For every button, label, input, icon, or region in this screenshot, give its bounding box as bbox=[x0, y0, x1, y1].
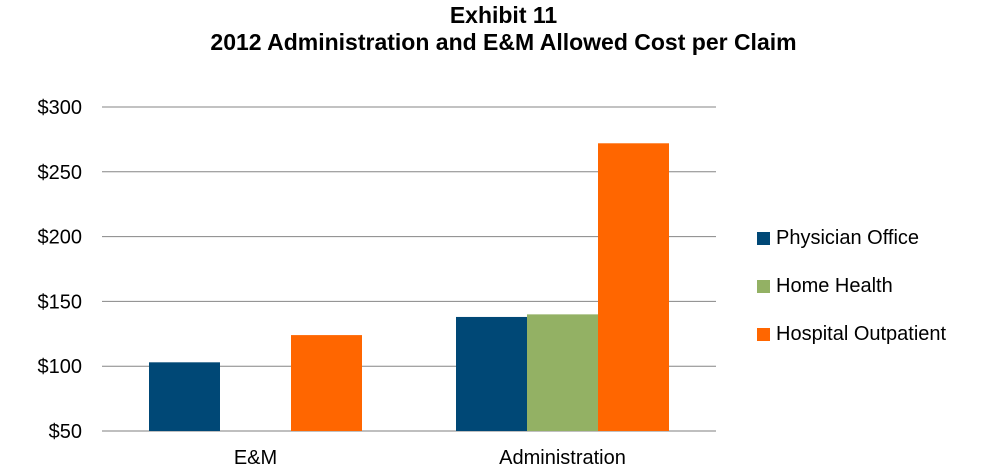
y-tick-label: $200 bbox=[38, 227, 83, 249]
legend-item-hospital-outpatient: Hospital Outpatient bbox=[757, 322, 946, 346]
y-tick-label: $250 bbox=[38, 162, 83, 184]
y-tick-label: $150 bbox=[38, 291, 83, 313]
bar-home-health bbox=[527, 314, 598, 431]
chart-subtitle-line: 2012 Administration and E&M Allowed Cost… bbox=[210, 29, 797, 55]
chart-title: Exhibit 11 2012 Administration and E&M A… bbox=[0, 2, 1007, 56]
legend-swatch-hospital-outpatient bbox=[757, 327, 770, 341]
legend-item-physician-office: Physician Office bbox=[757, 226, 946, 250]
bar-physician-office bbox=[149, 362, 220, 431]
chart-title-line: Exhibit 11 bbox=[449, 2, 558, 28]
legend-label-hospital-outpatient: Hospital Outpatient bbox=[776, 322, 947, 345]
bar-hospital-outpatient bbox=[598, 143, 669, 431]
x-tick-label: Administration bbox=[499, 447, 626, 469]
legend-label-home-health: Home Health bbox=[776, 274, 893, 297]
y-tick-label: $50 bbox=[49, 421, 82, 443]
x-tick-label: E&M bbox=[234, 447, 277, 469]
bar-hospital-outpatient bbox=[291, 335, 362, 431]
y-tick-label: $300 bbox=[38, 97, 83, 119]
bar-physician-office bbox=[456, 316, 527, 431]
legend: Physician Office Home Health Hospital Ou… bbox=[757, 226, 946, 370]
legend-swatch-home-health bbox=[757, 279, 770, 293]
legend-item-home-health: Home Health bbox=[757, 274, 946, 298]
legend-swatch-physician-office bbox=[757, 231, 770, 245]
legend-label-physician-office: Physician Office bbox=[776, 226, 920, 249]
y-tick-label: $100 bbox=[38, 356, 83, 378]
